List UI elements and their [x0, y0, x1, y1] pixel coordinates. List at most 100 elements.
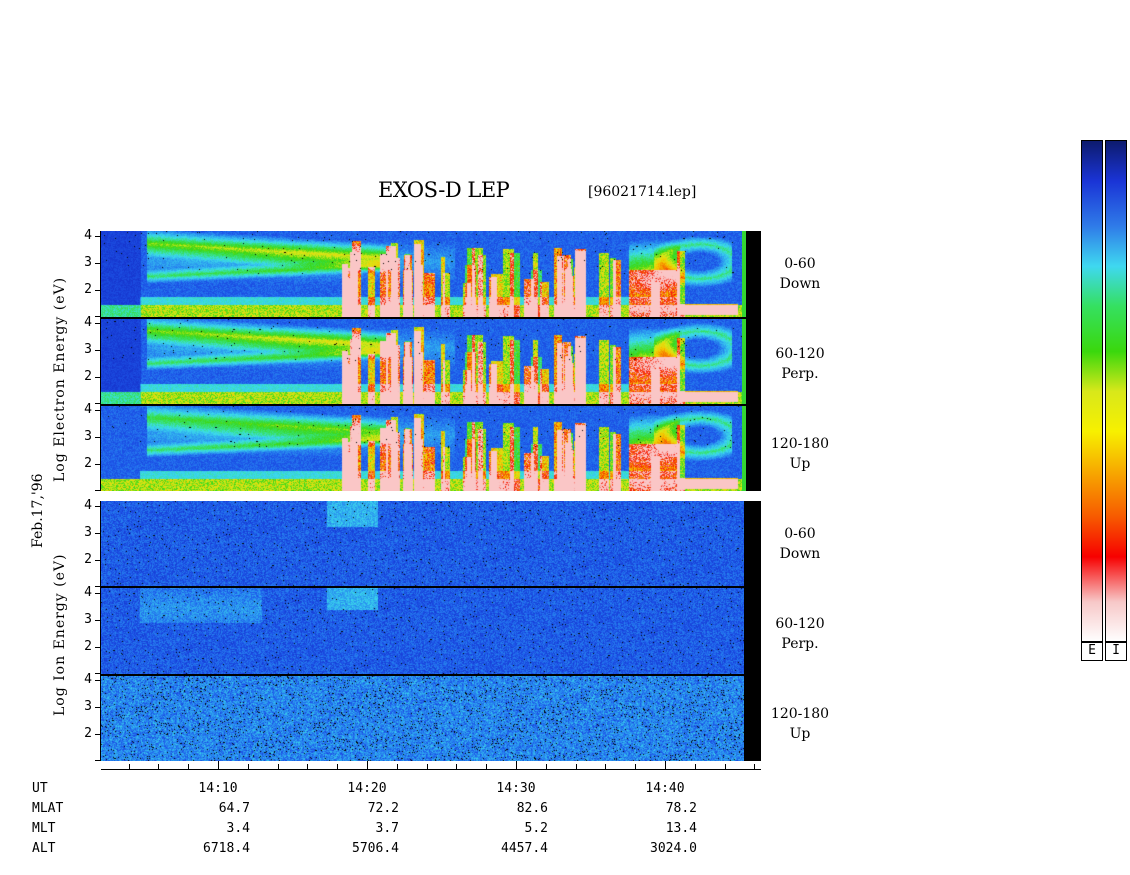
x-tick: [247, 764, 249, 770]
x-tick: [337, 764, 339, 770]
alt-value: 3024.0: [650, 841, 697, 856]
mlat-value: 82.6: [516, 801, 548, 816]
y-tick: [95, 437, 100, 439]
y-tick: [95, 593, 100, 595]
ion-perp-panel: [101, 588, 744, 674]
y-tick-label: 4: [84, 228, 92, 244]
x-tick: [218, 761, 219, 770]
ion-y-label-energy: Energy: [52, 592, 68, 650]
y-tick: [95, 377, 100, 379]
x-tick: [396, 764, 398, 770]
y-tick-label: 3: [84, 612, 92, 628]
x-axis: [101, 769, 761, 770]
x-tick: [516, 761, 517, 770]
file-name: [96021714.lep]: [588, 184, 697, 200]
panel-label-ion-up: 120-180 Up: [770, 706, 830, 742]
alt-value: 6718.4: [203, 841, 250, 856]
y-tick: [95, 410, 100, 412]
ion-y-axis: [100, 501, 101, 761]
electron-y-label-log: Log: [52, 452, 68, 482]
electron-colorbar: [1081, 140, 1103, 643]
electron-data-gap: [744, 231, 761, 491]
y-tick-label: 2: [84, 282, 92, 298]
y-tick: [95, 506, 100, 508]
y-tick: [95, 673, 100, 674]
x-tick: [367, 761, 368, 770]
y-tick: [95, 734, 100, 736]
ion-up-panel: [101, 675, 744, 761]
electron-down-panel: [101, 231, 744, 317]
mlt-value: 3.7: [375, 821, 399, 836]
panel-label-electron-up: 120-180 Up: [770, 436, 830, 472]
y-tick-label: 2: [84, 639, 92, 655]
y-tick: [95, 490, 100, 491]
y-tick: [95, 620, 100, 622]
electron-y-label-unit: (eV): [52, 276, 68, 311]
alt-label: ALT: [32, 841, 56, 856]
x-tick: [694, 764, 696, 770]
ion-y-axis-label: Log Ion Energy (eV): [52, 554, 68, 716]
y-tick-label: 2: [84, 369, 92, 385]
y-tick-label: 4: [84, 402, 92, 418]
electron-up-panel: [101, 405, 744, 491]
y-tick: [95, 403, 100, 404]
x-tick: [456, 764, 458, 770]
mlat-label: MLAT: [32, 801, 64, 816]
panel-label-ion-perp: 60-120 Perp.: [775, 616, 825, 652]
y-tick-label: 2: [84, 552, 92, 568]
y-tick: [95, 236, 100, 238]
y-tick: [95, 323, 100, 325]
x-tick: [188, 764, 190, 770]
y-tick: [95, 760, 100, 761]
mlt-value: 5.2: [524, 821, 548, 836]
y-tick: [95, 533, 100, 535]
y-tick: [95, 707, 100, 709]
mlat-value: 64.7: [218, 801, 250, 816]
colorbar-label-e: E: [1081, 641, 1103, 661]
y-tick: [95, 263, 100, 265]
x-tick: [486, 764, 488, 770]
x-tick: [128, 764, 130, 770]
ion-data-gap: [744, 501, 761, 761]
alt-value: 4457.4: [501, 841, 548, 856]
ut-value: 14:10: [198, 781, 238, 796]
electron-edge-line: [742, 231, 746, 491]
electron-y-label-energy: Energy: [52, 315, 68, 373]
y-tick: [95, 680, 100, 682]
y-tick-label: 2: [84, 456, 92, 472]
electron-perp-panel: [101, 318, 744, 404]
mlt-value: 3.4: [226, 821, 250, 836]
y-tick: [95, 316, 100, 317]
y-tick-label: 4: [84, 672, 92, 688]
mlat-value: 72.2: [367, 801, 399, 816]
panel-label-electron-perp: 60-120 Perp.: [775, 346, 825, 382]
mlt-label: MLT: [32, 821, 56, 836]
panel-separator: [101, 404, 761, 406]
panel-label-electron-down: 0-60 Down: [779, 256, 821, 292]
ut-value: 14:40: [645, 781, 685, 796]
panel-separator: [101, 317, 761, 319]
ut-value: 14:30: [496, 781, 536, 796]
y-tick-label: 3: [84, 699, 92, 715]
x-tick: [158, 764, 160, 770]
electron-y-axis-label: Log Electron Energy (eV): [52, 277, 68, 482]
x-tick: [277, 764, 279, 770]
alt-value: 5706.4: [352, 841, 399, 856]
y-tick: [95, 560, 100, 562]
ion-y-label-species: Ion: [52, 654, 68, 681]
x-tick: [635, 764, 637, 770]
ut-label: UT: [32, 781, 48, 796]
ion-colorbar: [1105, 140, 1127, 643]
ion-y-label-unit: (eV): [52, 553, 68, 587]
x-tick: [575, 764, 577, 770]
mlt-value: 13.4: [665, 821, 697, 836]
x-tick: [754, 764, 756, 770]
date-label: Feb.17,'96: [30, 473, 46, 548]
y-tick: [95, 647, 100, 649]
y-tick: [95, 290, 100, 292]
x-tick: [665, 761, 666, 770]
y-tick-label: 4: [84, 585, 92, 601]
y-tick-label: 3: [84, 342, 92, 358]
y-tick-label: 3: [84, 255, 92, 271]
electron-y-label-species: Electron: [52, 378, 68, 447]
